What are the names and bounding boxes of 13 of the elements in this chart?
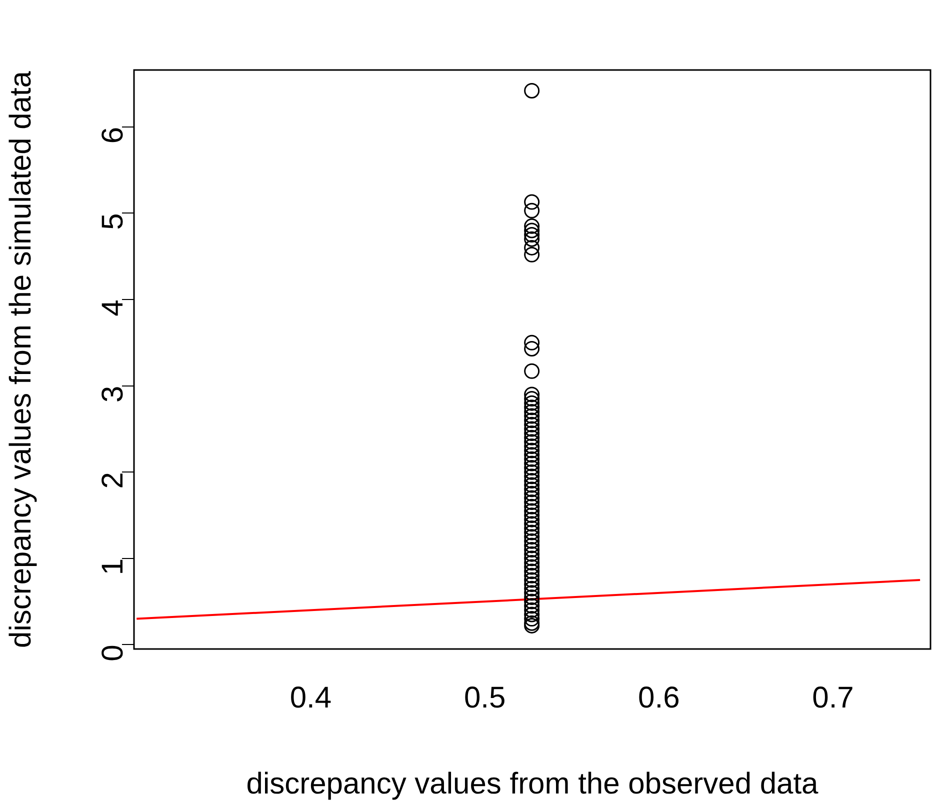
x-tick-label: 0.5: [464, 681, 506, 714]
y-tick-label: 4: [96, 300, 130, 316]
y-axis-title: discrepancy values from the simulated data: [4, 70, 38, 648]
x-axis-title: discrepancy values from the observed data: [246, 767, 819, 800]
y-tick-label: 3: [96, 386, 130, 403]
y-tick-label: 0: [96, 644, 130, 662]
x-tick-label: 0.6: [638, 681, 680, 714]
x-tick-label: 0.4: [290, 681, 332, 714]
y-tick-label: 5: [96, 213, 130, 230]
y-tick-label: 6: [96, 126, 130, 144]
y-tick-label: 1: [96, 558, 130, 576]
x-tick-label: 0.7: [812, 681, 854, 714]
y-tick-label: 2: [96, 472, 130, 489]
